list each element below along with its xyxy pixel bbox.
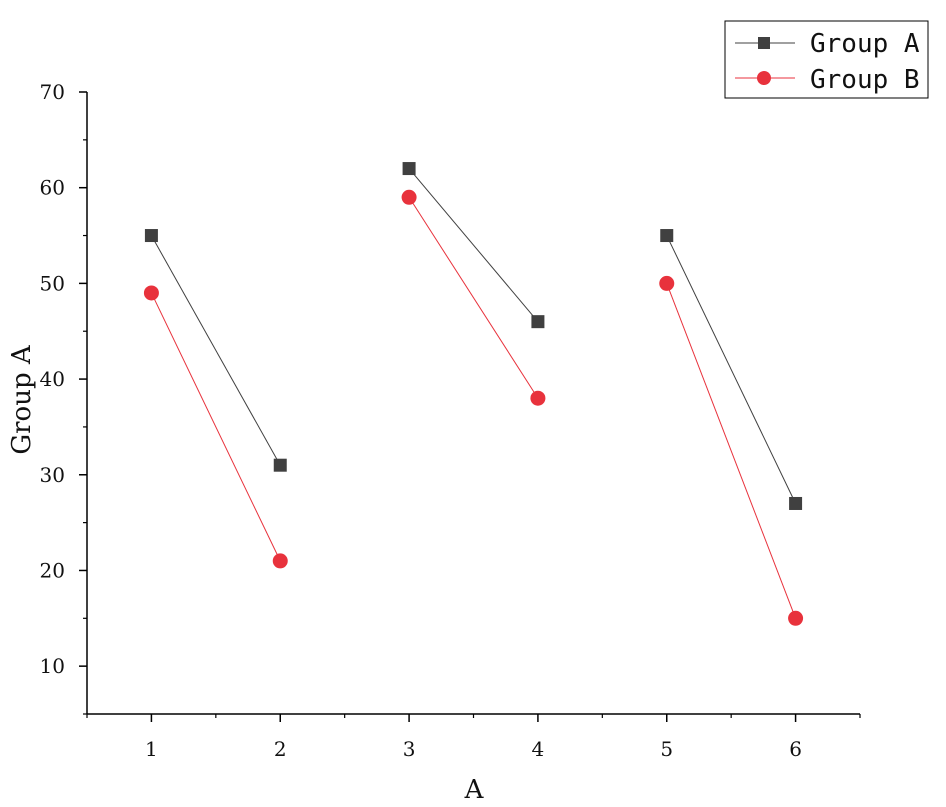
series-line [666,283,797,619]
data-point [531,315,545,329]
series-group-b [143,189,804,626]
series-layer [143,162,804,626]
x-tick-label: 4 [532,737,545,761]
series-group-a [144,162,803,510]
data-point [530,390,546,406]
legend-marker-group-b [757,71,771,85]
data-point [789,496,803,510]
x-tick-label: 2 [274,737,287,761]
legend-label-group-a: Group A [810,29,920,59]
legend: Group A Group B [724,20,929,99]
series-line [408,168,539,322]
data-point [143,285,159,301]
x-tick-label: 1 [145,737,158,761]
data-point [272,553,288,569]
y-tick-label: 30 [40,463,65,487]
x-tick-label: 5 [660,737,673,761]
axes: 10 20 30 40 50 60 70 1 2 3 4 5 6 [40,80,861,761]
y-tick-label: 10 [40,654,65,678]
data-point [144,229,158,243]
data-point [788,610,804,626]
y-axis-title: Group A [7,344,37,455]
x-axis-title: A [464,775,485,805]
series-line [408,196,539,399]
x-tick-label: 3 [403,737,416,761]
y-tick-label: 20 [40,558,65,582]
legend-box [724,20,929,99]
y-tick-label: 60 [40,176,65,200]
y-tick-label: 40 [40,367,65,391]
x-tick-label: 6 [789,737,802,761]
data-point [659,275,675,291]
y-tick-label: 70 [40,80,65,104]
data-point [660,229,674,243]
legend-label-group-b: Group B [810,65,920,95]
series-line [150,292,281,562]
series-line [150,235,281,466]
data-point [402,162,416,176]
data-point [401,189,417,205]
y-tick-label: 50 [40,271,65,295]
series-line [666,235,797,504]
legend-marker-group-a [758,37,770,49]
data-point [273,458,287,472]
